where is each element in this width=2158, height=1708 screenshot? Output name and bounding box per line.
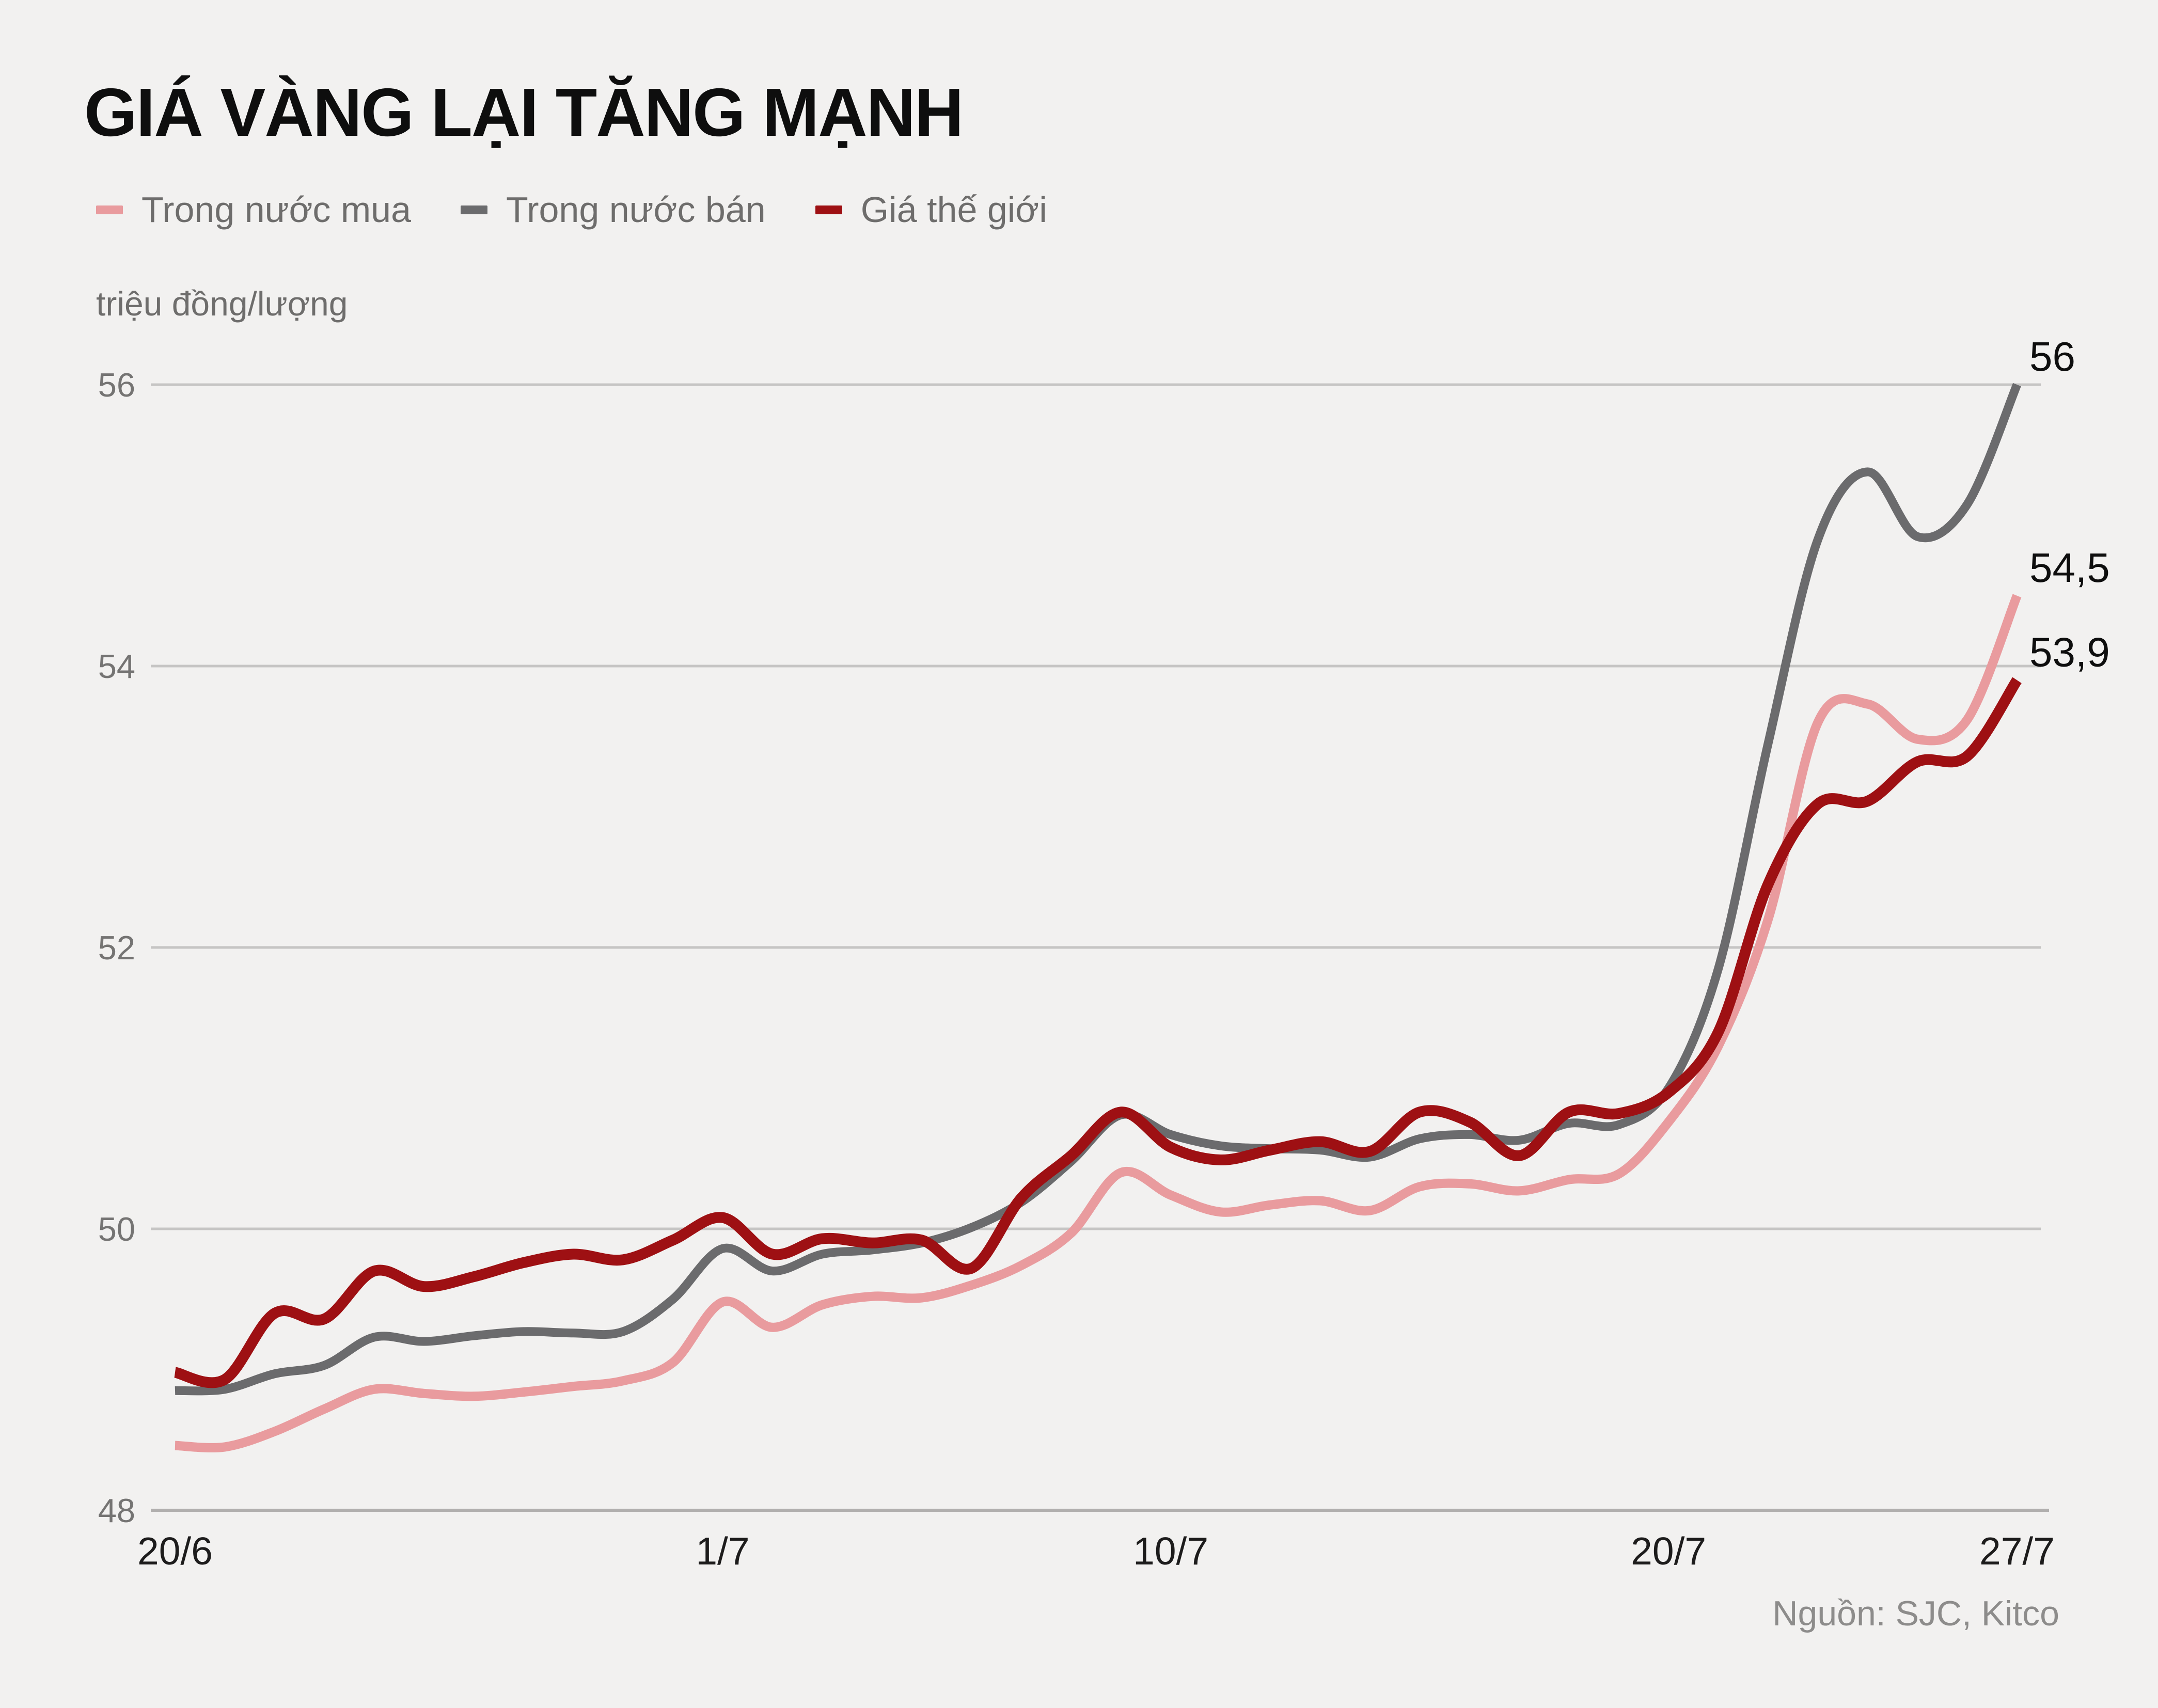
series-line-buy [175, 594, 2022, 1452]
end-label-buy: 54,5 [2029, 545, 2110, 591]
chart-title: GIÁ VÀNG LẠI TĂNG MẠNH [84, 74, 964, 150]
y-tick-label-48: 48 [98, 1492, 135, 1529]
y-tick-label-54: 54 [98, 647, 135, 685]
x-tick-label-1-7: 1/7 [696, 1529, 749, 1573]
series-layer [174, 383, 2022, 1452]
legend-swatch-world-price [815, 205, 842, 214]
end-label-sell: 56 [2029, 334, 2075, 379]
series-line-world [174, 677, 2022, 1388]
y-tick-label-50: 50 [98, 1210, 135, 1248]
x-tick-label-27-7: 27/7 [1979, 1529, 2055, 1573]
legend-item-domestic-sell: Trong nước bán [461, 189, 766, 230]
x-tick-label-20-7: 20/7 [1631, 1529, 1706, 1573]
axis-labels-layer: 48 50 52 54 56 20/6 1/7 10/7 20/7 27/7 54,5 56 53,9 [98, 334, 2110, 1573]
legend-label-domestic-sell: Trong nước bán [506, 189, 766, 230]
legend-label-domestic-buy: Trong nước mua [141, 189, 412, 230]
legend-swatch-domestic-buy [96, 205, 123, 214]
y-tick-label-56: 56 [98, 366, 135, 404]
source-note: Nguồn: SJC, Kitco [1772, 1594, 2059, 1633]
legend-item-world-price: Giá thế giới [815, 189, 1047, 230]
y-axis-unit-label: triệu đồng/lượng [96, 284, 348, 323]
legend-item-domestic-buy: Trong nước mua [96, 189, 411, 230]
legend-label-world-price: Giá thế giới [860, 189, 1047, 230]
x-tick-label-20-6: 20/6 [137, 1529, 213, 1573]
legend: Trong nước mua Trong nước bán Giá thế gi… [96, 189, 1047, 230]
series-line-sell [175, 383, 2021, 1396]
end-label-world: 53,9 [2029, 629, 2110, 675]
legend-swatch-domestic-sell [461, 205, 488, 214]
y-tick-label-52: 52 [98, 929, 135, 967]
x-tick-label-10-7: 10/7 [1133, 1529, 1208, 1573]
